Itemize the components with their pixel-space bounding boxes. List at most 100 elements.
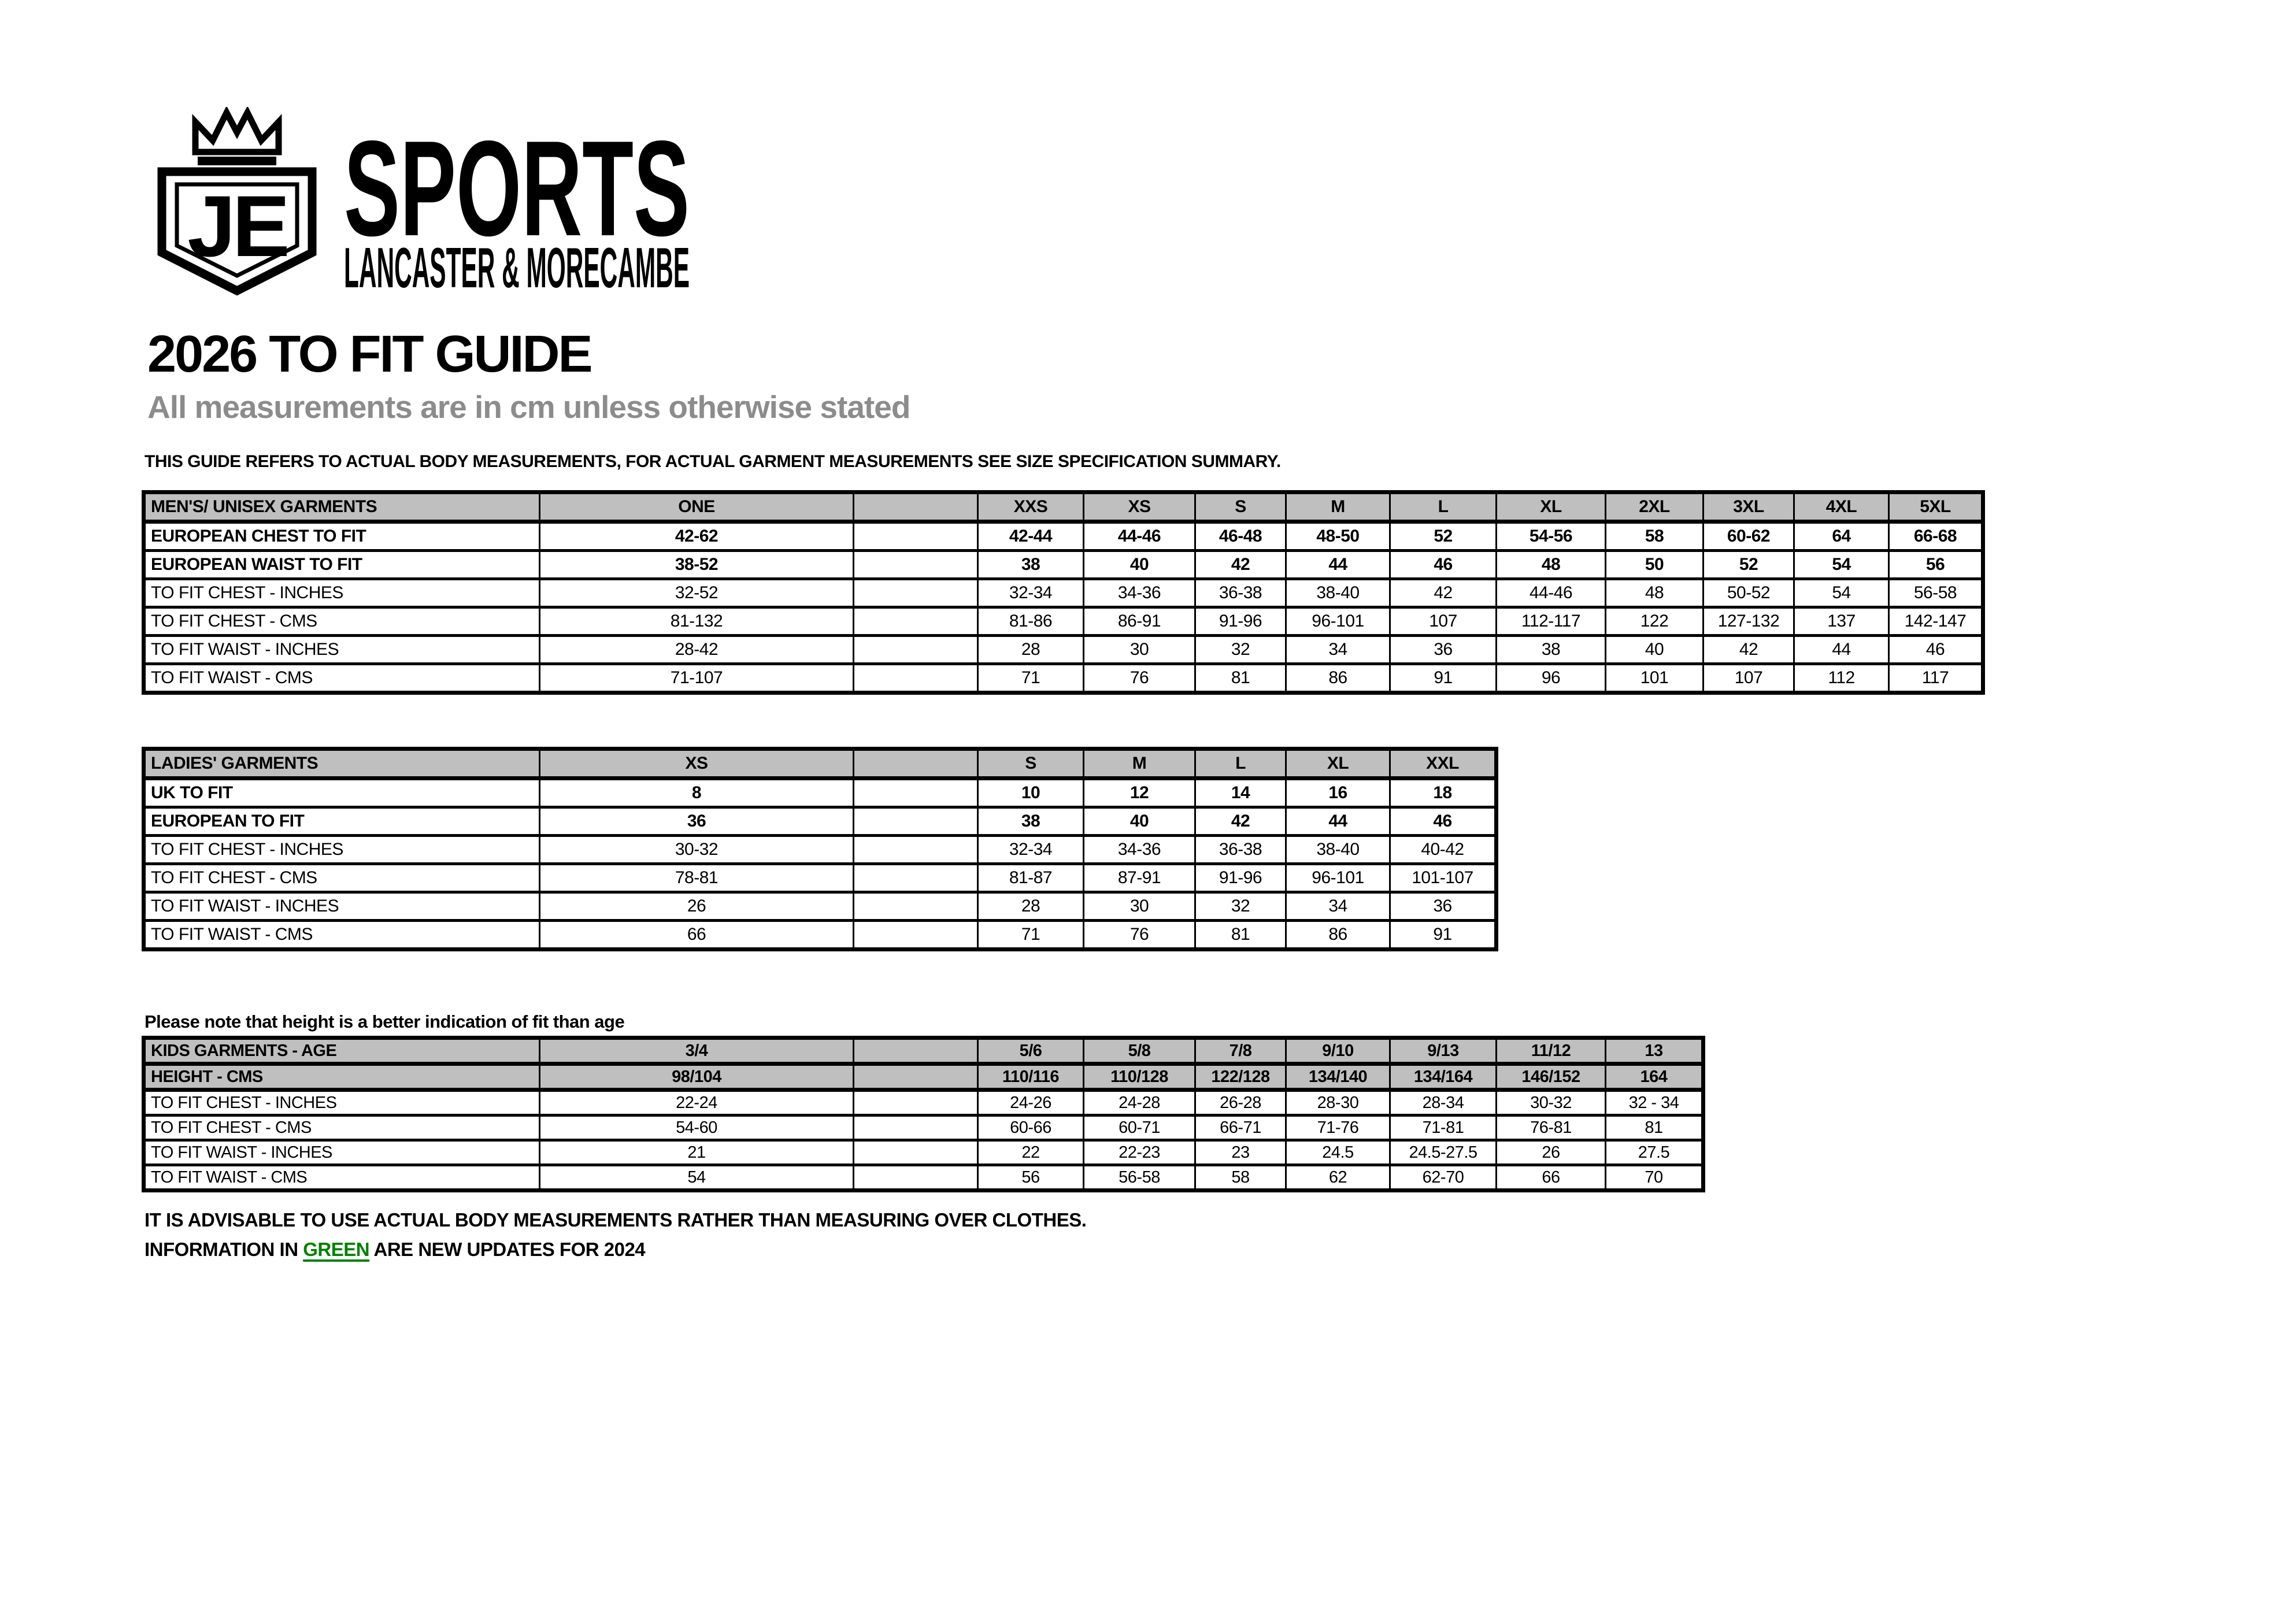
kids-cell: 24.5 bbox=[1285, 1139, 1391, 1166]
kids-cell: 24-28 bbox=[1083, 1088, 1196, 1117]
mens-cell: 81-132 bbox=[539, 606, 854, 637]
kids-cell: 54-60 bbox=[539, 1114, 854, 1142]
mens-cell: 101 bbox=[1605, 662, 1704, 694]
ladies-spacer-cell bbox=[853, 747, 979, 780]
kids-table: KIDS GARMENTS - AGE 3/4 5/6 5/8 7/8 9/10 9/13 1… bbox=[142, 1036, 1705, 1192]
kids-cell: 60-66 bbox=[977, 1114, 1084, 1142]
kids-cell: 134/164 bbox=[1389, 1062, 1497, 1092]
green-highlight: GREEN bbox=[303, 1239, 370, 1260]
kids-cell: 62-70 bbox=[1389, 1163, 1497, 1192]
mens-cell: 56 bbox=[1888, 549, 1984, 580]
mens-row-label: TO FIT WAIST - INCHES bbox=[143, 634, 540, 665]
kids-cell: 28-34 bbox=[1389, 1088, 1497, 1117]
kids-cell: 7/8 bbox=[1194, 1036, 1287, 1066]
ladies-row-label: TO FIT WAIST - CMS bbox=[143, 919, 540, 951]
kids-cell: 71-81 bbox=[1389, 1114, 1497, 1142]
ladies-cell: 14 bbox=[1194, 777, 1287, 809]
ladies-spacer-cell bbox=[853, 806, 979, 837]
ladies-cell: 81-87 bbox=[977, 862, 1084, 894]
kids-cell: 28-30 bbox=[1285, 1088, 1391, 1117]
kids-cell: 9/13 bbox=[1389, 1036, 1497, 1066]
kids-cell: 5/8 bbox=[1083, 1036, 1196, 1066]
mens-cell: 38 bbox=[1495, 634, 1606, 665]
mens-cell: 96 bbox=[1495, 662, 1606, 694]
ladies-row-label: UK TO FIT bbox=[143, 777, 540, 809]
ladies-row: LADIES' GARMENTS XS S M L XL XXL bbox=[143, 747, 1497, 780]
mens-cell: 91-96 bbox=[1194, 606, 1287, 637]
mens-cell: 48 bbox=[1495, 549, 1606, 580]
mens-row-label: EUROPEAN CHEST TO FIT bbox=[143, 520, 540, 552]
mens-cell: 34 bbox=[1285, 634, 1391, 665]
mens-cell: 86 bbox=[1285, 662, 1391, 694]
mens-row-label: EUROPEAN WAIST TO FIT bbox=[143, 549, 540, 580]
mens-cell: 58 bbox=[1605, 520, 1704, 552]
kids-cell: 110/128 bbox=[1083, 1062, 1196, 1092]
kids-cell: 24-26 bbox=[977, 1088, 1084, 1117]
mens-cell: 38 bbox=[977, 549, 1084, 580]
kids-cell: 26-28 bbox=[1194, 1088, 1287, 1117]
ladies-spacer-cell bbox=[853, 777, 979, 809]
ladies-cell: L bbox=[1194, 747, 1287, 780]
mens-cell: 91 bbox=[1389, 662, 1497, 694]
mens-cell: 112-117 bbox=[1495, 606, 1606, 637]
mens-cell: XXS bbox=[977, 491, 1084, 524]
kids-row: KIDS GARMENTS - AGE 3/4 5/6 5/8 7/8 9/10 9/13 1… bbox=[143, 1036, 1704, 1066]
kids-spacer-cell bbox=[853, 1139, 979, 1166]
mens-cell: 50-52 bbox=[1702, 577, 1795, 609]
kids-row: TO FIT CHEST - INCHES 22-24 24-26 24-28 26-2… bbox=[143, 1088, 1704, 1117]
mens-cell: 32-52 bbox=[539, 577, 854, 609]
mens-cell: S bbox=[1194, 491, 1287, 524]
mens-cell: 42-62 bbox=[539, 520, 854, 552]
kids-cell: 164 bbox=[1605, 1062, 1704, 1092]
mens-cell: 5XL bbox=[1888, 491, 1984, 524]
mens-cell: 54 bbox=[1793, 577, 1890, 609]
mens-cell: 76 bbox=[1083, 662, 1196, 694]
ladies-cell: 18 bbox=[1389, 777, 1497, 809]
ladies-cell: 8 bbox=[539, 777, 854, 809]
ladies-row-label: EUROPEAN TO FIT bbox=[143, 806, 540, 837]
mens-row-label: TO FIT CHEST - CMS bbox=[143, 606, 540, 637]
mens-spacer-cell bbox=[853, 577, 979, 609]
mens-spacer-cell bbox=[853, 634, 979, 665]
mens-row: TO FIT CHEST - CMS 81-132 81-86 86-91 91-96 9… bbox=[143, 606, 1984, 637]
kids-cell: 71-76 bbox=[1285, 1114, 1391, 1142]
kids-cell: 70 bbox=[1605, 1163, 1704, 1192]
ladies-cell: 40 bbox=[1083, 806, 1196, 837]
mens-row: EUROPEAN WAIST TO FIT 38-52 38 40 42 44 46 48 50… bbox=[143, 549, 1984, 580]
ladies-cell: 96-101 bbox=[1285, 862, 1391, 894]
mens-cell: XL bbox=[1495, 491, 1606, 524]
mens-cell: 71 bbox=[977, 662, 1084, 694]
mens-cell: 52 bbox=[1702, 549, 1795, 580]
ladies-cell: 42 bbox=[1194, 806, 1287, 837]
kids-row: TO FIT WAIST - CMS 54 56 56-58 58 62 62-70 66 70 bbox=[143, 1163, 1704, 1192]
kids-cell: 11/12 bbox=[1495, 1036, 1606, 1066]
ladies-cell: 78-81 bbox=[539, 862, 854, 894]
mens-cell: M bbox=[1285, 491, 1391, 524]
page-subtitle: All measurements are in cm unless otherw… bbox=[147, 389, 910, 425]
ladies-row-label: TO FIT WAIST - INCHES bbox=[143, 891, 540, 922]
mens-cell: 40 bbox=[1605, 634, 1704, 665]
kids-note: Please note that height is a better indi… bbox=[145, 1011, 625, 1032]
ladies-cell: 46 bbox=[1389, 806, 1497, 837]
mens-row: EUROPEAN CHEST TO FIT 42-62 42-44 44-46 46-4… bbox=[143, 520, 1984, 552]
ladies-table: LADIES' GARMENTS XS S M L XL XXL UK TO FIT 8 10 12… bbox=[142, 747, 1498, 951]
kids-cell: 58 bbox=[1194, 1163, 1287, 1192]
mens-cell: 42 bbox=[1702, 634, 1795, 665]
ladies-cell: 76 bbox=[1083, 919, 1196, 951]
mens-cell: 96-101 bbox=[1285, 606, 1391, 637]
mens-row: MEN'S/ UNISEX GARMENTS ONE XXS XS S M L XL 2XL 3X… bbox=[143, 491, 1984, 524]
logo-monogram: JE bbox=[187, 177, 287, 275]
logo-brand-text: SPORTS bbox=[344, 112, 690, 264]
kids-cell: 27.5 bbox=[1605, 1139, 1704, 1166]
mens-cell: 81-86 bbox=[977, 606, 1084, 637]
mens-cell: 46 bbox=[1389, 549, 1497, 580]
mens-row-label: TO FIT WAIST - CMS bbox=[143, 662, 540, 694]
ladies-cell: 30-32 bbox=[539, 834, 854, 865]
ladies-row-label: LADIES' GARMENTS bbox=[143, 747, 540, 780]
mens-cell: 42 bbox=[1389, 577, 1497, 609]
kids-row-label: HEIGHT - CMS bbox=[143, 1062, 540, 1092]
mens-cell: 117 bbox=[1888, 662, 1984, 694]
kids-row: HEIGHT - CMS 98/104 110/116 110/128 122/128 1… bbox=[143, 1062, 1704, 1092]
kids-cell: 22-24 bbox=[539, 1088, 854, 1117]
kids-cell: 56 bbox=[977, 1163, 1084, 1192]
